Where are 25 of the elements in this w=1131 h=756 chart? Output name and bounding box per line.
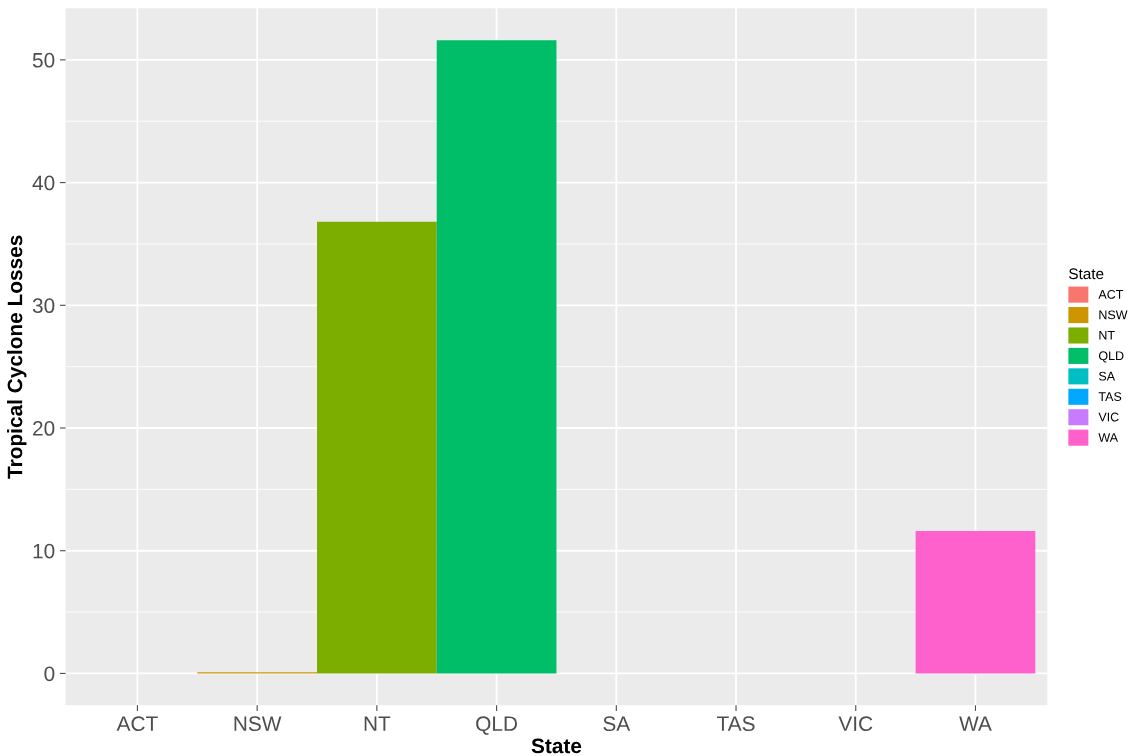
legend-label: WA xyxy=(1098,433,1119,442)
legend-label: ACT xyxy=(1098,289,1124,299)
x-tick-label: NSW xyxy=(234,716,282,732)
x-axis-title: State xyxy=(531,738,582,754)
x-tick-label: SA xyxy=(603,716,631,732)
x-tick-label: NT xyxy=(364,716,391,731)
x-tick-label: QLD xyxy=(476,716,518,735)
y-tick-label: 40 xyxy=(32,175,55,191)
legend-label: VIC xyxy=(1098,412,1119,422)
x-tick-label: WA xyxy=(959,716,992,731)
legend-label: QLD xyxy=(1098,351,1124,363)
y-axis-title: Tropical Cyclone Losses xyxy=(7,235,27,479)
y-tick-label: 30 xyxy=(32,298,55,314)
y-tick-label: 0 xyxy=(44,666,55,682)
y-tick-label: 50 xyxy=(32,52,55,68)
legend-label: NT xyxy=(1099,330,1115,340)
y-tick-label: 10 xyxy=(33,543,55,559)
legend-title: State xyxy=(1069,268,1104,280)
legend-label: TAS xyxy=(1098,392,1122,402)
y-tick-label: 20 xyxy=(33,421,55,436)
x-tick-label: VIC xyxy=(838,716,873,732)
legend-label: SA xyxy=(1098,371,1116,381)
legend-label: NSW xyxy=(1099,310,1128,320)
x-tick-label: ACT xyxy=(116,716,158,732)
x-tick-label: TAS xyxy=(717,716,755,732)
